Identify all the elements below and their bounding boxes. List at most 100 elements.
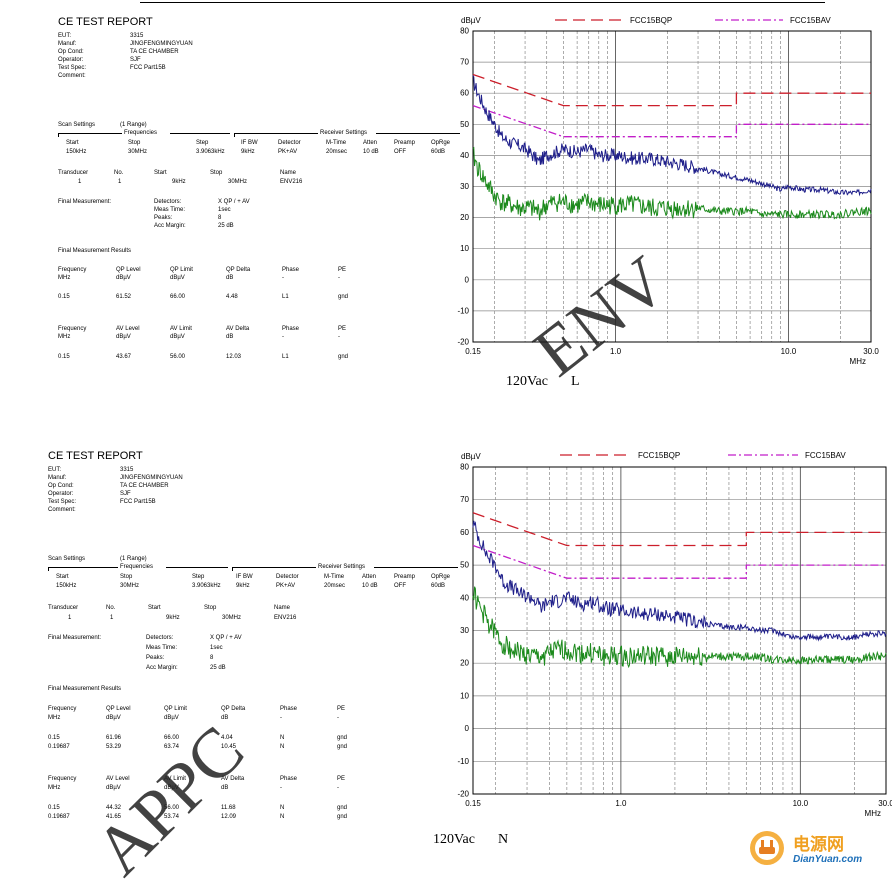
av-header-limit: AV Limit [164, 776, 186, 782]
scan-value-mtime: 20msec [324, 583, 346, 589]
report-title: CE TEST REPORT [58, 16, 153, 28]
fm-key-detectors: Detectors: [146, 635, 174, 641]
av-header-phase: Phase [282, 326, 300, 332]
av-cell: gnd [337, 814, 348, 820]
scan-value-stop: 30MHz [128, 149, 148, 155]
qp-cell: 0.19687 [48, 744, 70, 750]
qp-cell: 0.15 [58, 294, 70, 300]
y-tick-label: -10 [457, 306, 469, 315]
qp-header-level: QP Level [116, 267, 141, 273]
av-cell: 56.00 [164, 805, 180, 811]
y-tick-label: -10 [457, 757, 469, 766]
y-tick-label: -20 [457, 790, 469, 799]
page-top-rule [140, 2, 825, 3]
y-tick-label: 30 [460, 626, 469, 635]
av-cell: 12.09 [221, 814, 237, 820]
av-limit-line [472, 104, 871, 138]
av-cell: 56.00 [170, 354, 186, 360]
receiver-rule-tick [232, 567, 233, 571]
fm-key-peaks: Peaks: [154, 215, 173, 221]
x-axis-unit: MHz [850, 357, 866, 366]
frequencies-rule-left [58, 133, 122, 134]
av-cell: N [280, 805, 285, 811]
av-header-limit: AV Limit [170, 326, 192, 332]
transducer-value-no: 1 [118, 179, 122, 185]
fm-key-detectors: Detectors: [154, 199, 182, 205]
legend-label: FCC15BQP [630, 16, 672, 25]
info-value-operator: SJF [130, 57, 141, 63]
transducer-header-no: No. [106, 605, 116, 611]
qp-unit-phase: - [280, 715, 282, 721]
y-tick-label: 40 [460, 593, 469, 602]
qp-header-pe: PE [338, 267, 347, 273]
average-trace [472, 586, 887, 669]
peak-trace [472, 520, 887, 642]
x-tick-label: 0.15 [465, 347, 481, 356]
qp-cell: 0.15 [48, 735, 60, 741]
y-tick-label: 40 [460, 151, 469, 160]
fm-value-accmargin: 25 dB [218, 223, 234, 229]
receiver-rule-left [232, 567, 316, 568]
av-unit-level: dBµV [116, 334, 131, 340]
qp-header-level: QP Level [106, 706, 131, 712]
scan-header-start: Start [56, 574, 69, 580]
fm-key-accmargin: Acc Margin: [146, 665, 178, 671]
site-logo: 电源网 DianYuan.com [745, 826, 895, 876]
final-measurement-label: Final Measurement: [48, 635, 102, 641]
scan-settings-label: Scan Settings [48, 556, 86, 562]
qp-header-frequency: Frequency [58, 267, 87, 273]
scan-value-ifbw: 9kHz [241, 149, 255, 155]
legend-label: FCC15BAV [790, 16, 831, 25]
info-label-comment: Comment: [48, 507, 76, 513]
qp-header-delta: QP Delta [221, 706, 246, 712]
scan-header-step: Step [196, 140, 209, 146]
transducer-header-stop: Stop [204, 605, 217, 611]
scan-value-oprge: 60dB [431, 583, 446, 589]
transducer-header-start: Start [154, 170, 167, 176]
qp-header-phase: Phase [280, 706, 298, 712]
qp-cell: gnd [337, 735, 348, 741]
av-limit-line [472, 544, 886, 579]
transducer-header-no: No. [114, 170, 124, 176]
y-tick-label: 20 [460, 213, 469, 222]
scan-range: (1 Range) [120, 122, 147, 128]
receiver-rule-right [376, 133, 460, 134]
av-unit-limit: dBµV [170, 334, 185, 340]
scan-header-oprge: OpRge [431, 140, 451, 146]
qp-cell: 4.48 [226, 294, 238, 300]
caption-voltage: 120Vac [433, 832, 475, 847]
info-label-testspec: Test Spec: [58, 65, 87, 71]
info-value-eut: 3315 [120, 467, 134, 473]
qp-cell: 66.00 [164, 735, 180, 741]
scan-header-ifbw: IF BW [236, 574, 253, 580]
plug-icon [750, 831, 784, 865]
info-value-manuf: JINGFENGMINGYUAN [120, 475, 183, 481]
info-value-testspec: FCC Part15B [120, 499, 156, 505]
y-tick-label: 50 [460, 561, 469, 570]
av-cell: 53.74 [164, 814, 180, 820]
scan-range: (1 Range) [120, 556, 147, 562]
scan-header-step: Step [192, 574, 205, 580]
scan-settings-label: Scan Settings [58, 122, 96, 128]
receiver-settings-label: Receiver Settings [318, 564, 366, 570]
qp-header-frequency: Frequency [48, 706, 77, 712]
y-tick-label: 60 [460, 89, 469, 98]
qp-header-limit: QP Limit [170, 267, 193, 273]
av-header-frequency: Frequency [58, 326, 87, 332]
info-label-eut: EUT: [58, 33, 72, 39]
av-cell: 0.15 [58, 354, 70, 360]
receiver-settings-label: Receiver Settings [320, 130, 368, 136]
scan-header-atten: Atten [362, 574, 377, 580]
av-header-delta: AV Delta [226, 326, 250, 332]
qp-cell: L1 [282, 294, 289, 300]
info-label-testspec: Test Spec: [48, 499, 77, 505]
receiver-rule-left [234, 133, 318, 134]
av-cell: gnd [338, 354, 349, 360]
logo-site: DianYuan.com [793, 854, 863, 865]
qp-cell: 53.29 [106, 744, 122, 750]
y-tick-label: 10 [460, 244, 469, 253]
scan-value-ifbw: 9kHz [236, 583, 250, 589]
scan-value-atten: 10 dB [363, 149, 379, 155]
av-unit-delta: dB [221, 785, 229, 791]
qp-limit-line [472, 73, 871, 107]
